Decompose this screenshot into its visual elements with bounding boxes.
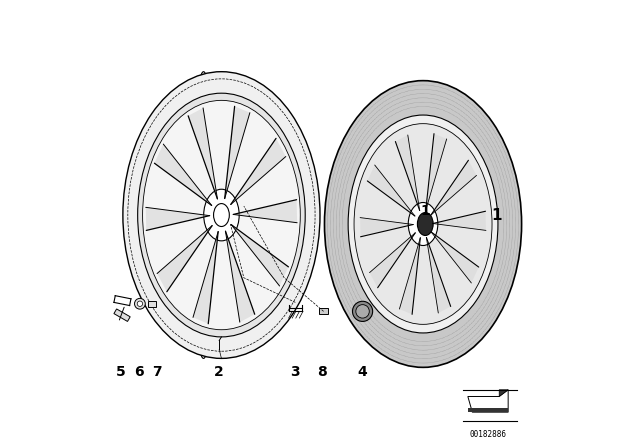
Polygon shape bbox=[146, 207, 210, 230]
Ellipse shape bbox=[354, 124, 492, 324]
Text: 2: 2 bbox=[214, 365, 224, 379]
Ellipse shape bbox=[138, 93, 305, 337]
Text: 1: 1 bbox=[420, 203, 430, 218]
Ellipse shape bbox=[204, 189, 239, 241]
Polygon shape bbox=[431, 232, 479, 283]
Polygon shape bbox=[188, 108, 218, 199]
Ellipse shape bbox=[324, 81, 522, 367]
Bar bbox=[319, 308, 328, 314]
Text: 8: 8 bbox=[317, 365, 327, 379]
Polygon shape bbox=[154, 144, 212, 206]
Polygon shape bbox=[360, 218, 413, 237]
Ellipse shape bbox=[214, 203, 229, 227]
Ellipse shape bbox=[348, 115, 498, 333]
Polygon shape bbox=[369, 233, 415, 288]
Circle shape bbox=[137, 301, 143, 306]
Ellipse shape bbox=[417, 212, 433, 236]
Ellipse shape bbox=[192, 72, 215, 358]
Polygon shape bbox=[396, 135, 420, 211]
Ellipse shape bbox=[143, 100, 300, 330]
Ellipse shape bbox=[123, 72, 320, 358]
Circle shape bbox=[134, 298, 145, 309]
Polygon shape bbox=[157, 226, 212, 292]
Polygon shape bbox=[468, 390, 508, 412]
Polygon shape bbox=[399, 238, 420, 314]
Ellipse shape bbox=[356, 305, 369, 318]
Text: 6: 6 bbox=[134, 365, 143, 379]
Text: 00182886: 00182886 bbox=[470, 430, 506, 439]
Text: 5: 5 bbox=[116, 365, 125, 379]
Polygon shape bbox=[499, 390, 508, 396]
Polygon shape bbox=[426, 134, 447, 210]
Text: 7: 7 bbox=[152, 365, 161, 379]
Polygon shape bbox=[231, 138, 286, 204]
Polygon shape bbox=[231, 224, 289, 286]
Polygon shape bbox=[367, 165, 415, 216]
Polygon shape bbox=[193, 232, 218, 324]
Polygon shape bbox=[431, 160, 477, 215]
Text: 1: 1 bbox=[492, 207, 502, 223]
Polygon shape bbox=[225, 231, 255, 322]
Polygon shape bbox=[468, 408, 508, 412]
Bar bbox=[114, 309, 130, 322]
Polygon shape bbox=[225, 106, 250, 198]
Polygon shape bbox=[233, 200, 297, 223]
Polygon shape bbox=[433, 211, 486, 230]
Text: 3: 3 bbox=[291, 365, 300, 379]
Text: 4: 4 bbox=[358, 365, 367, 379]
Ellipse shape bbox=[353, 302, 372, 322]
Bar bbox=[148, 301, 156, 307]
Ellipse shape bbox=[408, 202, 438, 246]
Polygon shape bbox=[426, 237, 451, 313]
